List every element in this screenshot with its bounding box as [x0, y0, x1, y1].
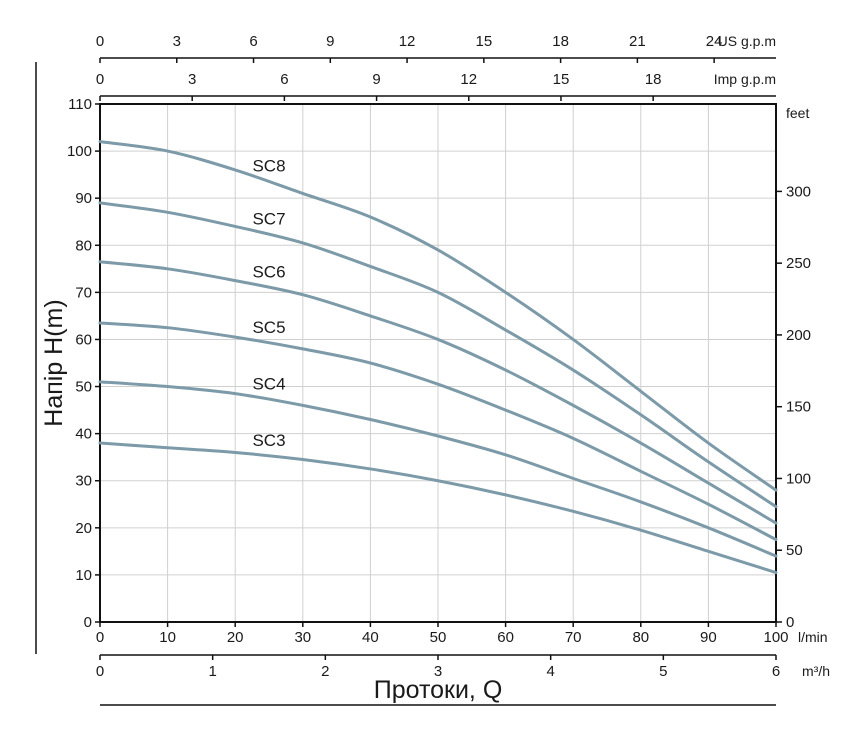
feet-tick-label: 0	[786, 614, 794, 631]
top-axis-unit-label: US g.p.m	[718, 33, 776, 49]
top-axis-tick-label: 21	[629, 33, 646, 50]
top-axis-tick-label: 6	[280, 71, 288, 88]
x-tick-label: 20	[227, 629, 244, 646]
feet-tick-label: 150	[786, 399, 811, 416]
top-axis-tick-label: 18	[645, 71, 662, 88]
y-tick-label: 10	[75, 567, 92, 584]
m3h-unit-label: m³/h	[802, 663, 830, 679]
curve-label-sc4: SC4	[252, 374, 285, 393]
top-axis-tick-label: 12	[399, 33, 416, 50]
top-axis-tick-label: 0	[96, 33, 104, 50]
curve-sc3	[98, 441, 778, 575]
feet-tick-label: 200	[786, 327, 811, 344]
top-axis-tick-label: 15	[475, 33, 492, 50]
top-axis-tick-label: 15	[553, 71, 570, 88]
top-axis-unit-label: Imp g.p.m	[714, 71, 776, 87]
y-tick-label: 20	[75, 520, 92, 537]
m3h-tick-label: 0	[96, 663, 104, 680]
x-tick-label: 10	[159, 629, 176, 646]
curve-label-sc5: SC5	[252, 318, 285, 337]
top-axis-tick-label: 3	[173, 33, 181, 50]
curve-label-sc6: SC6	[252, 263, 285, 282]
curve-sc7	[98, 201, 778, 509]
y-tick-label: 30	[75, 473, 92, 490]
x-tick-label: 90	[700, 629, 717, 646]
x-tick-label: 100	[763, 629, 788, 646]
curve-label-sc3: SC3	[252, 431, 285, 450]
y-tick-label: 100	[67, 143, 92, 160]
x-tick-label: 60	[497, 629, 514, 646]
y-tick-label: 80	[75, 237, 92, 254]
top-axis-tick-label: 6	[249, 33, 257, 50]
y-tick-label: 110	[68, 96, 92, 113]
top-axis-tick-label: 12	[460, 71, 477, 88]
top-axis-tick-label: 0	[96, 71, 104, 88]
m3h-tick-label: 3	[434, 663, 442, 680]
curve-sc8	[98, 140, 778, 492]
top-axis-tick-label: 18	[552, 33, 569, 50]
y-tick-label: 90	[75, 190, 92, 207]
top-axis-tick-label: 24	[706, 33, 723, 50]
feet-tick-label: 50	[786, 542, 803, 559]
y-tick-label: 0	[84, 614, 92, 631]
x-unit-label: l/min	[798, 629, 828, 645]
y-tick-label: 40	[75, 426, 92, 443]
curve-sc6	[98, 260, 778, 525]
x-tick-label: 0	[96, 629, 104, 646]
x-tick-label: 80	[632, 629, 649, 646]
y-tick-label: 70	[75, 284, 92, 301]
x-axis-title: Протоки, Q	[374, 676, 503, 704]
feet-tick-label: 300	[786, 183, 811, 200]
m3h-tick-label: 1	[208, 663, 216, 680]
x-tick-label: 50	[430, 629, 447, 646]
m3h-tick-label: 6	[772, 663, 780, 680]
top-axis-tick-label: 9	[372, 71, 380, 88]
feet-tick-label: 250	[786, 255, 811, 272]
m3h-tick-label: 2	[321, 663, 329, 680]
y-tick-label: 60	[75, 331, 92, 348]
feet-tick-label: 100	[786, 470, 811, 487]
m3h-tick-label: 4	[546, 663, 554, 680]
curve-sc4	[98, 380, 778, 558]
m3h-tick-label: 5	[659, 663, 667, 680]
feet-unit-label: feet	[786, 105, 809, 121]
curve-label-sc7: SC7	[252, 210, 285, 229]
top-axis-tick-label: 3	[188, 71, 196, 88]
x-tick-label: 70	[565, 629, 582, 646]
x-tick-label: 30	[294, 629, 311, 646]
curve-label-sc8: SC8	[252, 157, 285, 176]
curve-sc5	[98, 321, 778, 542]
y-axis-title: Напір H(m)	[40, 299, 68, 426]
y-tick-label: 50	[75, 379, 92, 396]
top-axis-tick-label: 9	[326, 33, 334, 50]
x-tick-label: 40	[362, 629, 379, 646]
